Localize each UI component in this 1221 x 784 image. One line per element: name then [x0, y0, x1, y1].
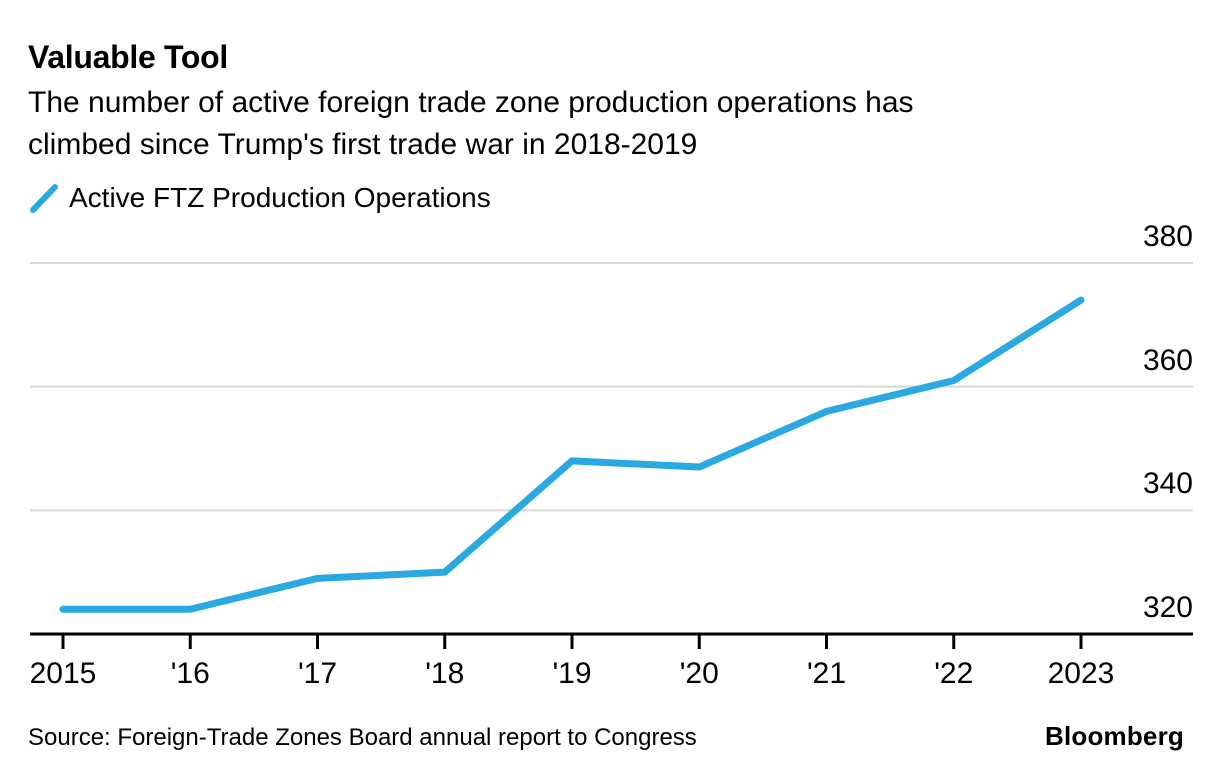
- y-axis-tick-label: 340: [1142, 467, 1193, 501]
- x-axis-tick-label: '22: [934, 657, 974, 690]
- legend-label: Active FTZ Production Operations: [69, 182, 491, 213]
- legend-line-icon: [30, 184, 58, 213]
- x-axis-tick-label: 2015: [29, 657, 97, 690]
- x-axis-tick-label: '19: [552, 657, 592, 690]
- bloomberg-logo: Bloomberg: [1044, 721, 1184, 751]
- y-axis-tick-label: 380: [1142, 220, 1193, 253]
- y-axis-tick-label: 320: [1142, 591, 1193, 624]
- data-line-active-ftz-production-operations: [59, 296, 1085, 613]
- source-note: Source: Foreign-Trade Zones Board annual…: [28, 724, 697, 751]
- x-axis-tick-label: '20: [679, 657, 719, 690]
- chart-subtitle: The number of active foreign trade zone …: [28, 82, 914, 166]
- y-axis-tick-label: 360: [1142, 343, 1193, 377]
- chart-title: Valuable Tool: [28, 39, 228, 75]
- x-axis-tick-label: 2023: [1047, 657, 1115, 690]
- chart-subtitle-line-2: climbed since Trump's first trade war in…: [28, 128, 698, 161]
- x-axis-tick-label: '21: [806, 657, 847, 690]
- x-axis-tick-label: '17: [297, 657, 338, 690]
- x-axis-tick-label: '18: [425, 657, 465, 690]
- legend: Active FTZ Production Operations: [28, 181, 491, 215]
- chart-subtitle-line-1: The number of active foreign trade zone …: [28, 86, 914, 119]
- x-axis-tick-label: '16: [170, 657, 210, 690]
